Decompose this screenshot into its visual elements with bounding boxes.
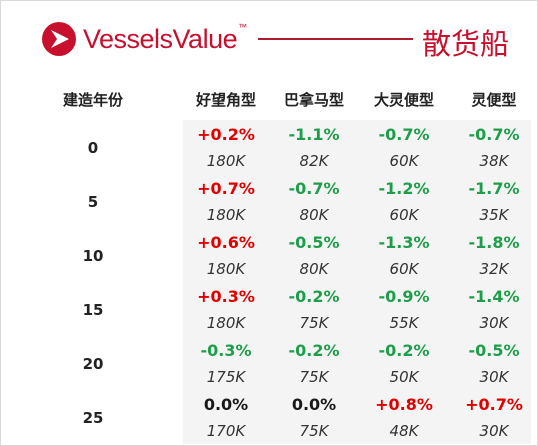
vessel-value-cell: 48K [389,422,419,440]
vessel-value-cell: 175K [206,368,246,386]
vessel-value-cell: 80K [299,206,329,224]
value-change-cell: -1.8% [468,233,520,252]
value-change-cell: +0.7% [465,395,523,414]
value-change-cell: -0.5% [288,233,340,252]
vessel-value-cell: 60K [389,260,419,278]
build-year-label: 15 [82,301,104,319]
value-change-cell: -0.9% [378,287,430,306]
vessel-value-cell: 38K [479,152,509,170]
table-body-shade [183,120,531,444]
value-change-cell: +0.8% [375,395,433,414]
vessel-value-cell: 60K [389,206,419,224]
value-change-cell: 0.0% [203,395,249,414]
value-change-cell: -0.2% [288,341,340,360]
vessel-value-cell: 75K [299,422,329,440]
vessel-value-cell: 50K [389,368,419,386]
value-change-cell: -1.7% [468,179,520,198]
vessel-value-cell: 30K [479,368,509,386]
vessel-value-cell: 32K [479,260,509,278]
value-change-cell: -0.3% [200,341,252,360]
vessel-value-cell: 170K [206,422,246,440]
value-change-cell: -1.3% [378,233,430,252]
value-change-cell: -1.2% [378,179,430,198]
value-change-cell: +0.2% [197,125,255,144]
header: VesselsValue™ 散货船 [41,19,521,61]
value-change-cell: 0.0% [291,395,337,414]
build-year-label: 0 [87,139,99,157]
vessel-value-cell: 75K [299,368,329,386]
vessel-value-cell: 82K [299,152,329,170]
vessel-value-cell: 30K [479,422,509,440]
build-year-label: 25 [82,409,104,427]
vessel-value-cell: 60K [389,152,419,170]
vessel-value-cell: 180K [206,314,246,332]
logo-wordmark: VesselsValue™ [83,22,247,54]
column-header: 大灵便型 [373,91,434,109]
column-header: 好望角型 [195,91,256,109]
value-change-cell: -0.7% [288,179,340,198]
build-year-label: 10 [82,247,104,265]
value-change-cell: +0.6% [197,233,255,252]
vesselsvalue-logo-icon [42,22,76,56]
column-header: 巴拿马型 [283,91,344,109]
value-change-cell: -0.2% [288,287,340,306]
build-year-label: 20 [82,355,104,373]
vessel-value-cell: 75K [299,314,329,332]
vessel-value-cell: 180K [206,206,246,224]
value-change-cell: -0.5% [468,341,520,360]
header-rule [258,38,413,40]
vessel-value-cell: 35K [479,206,509,224]
build-year-label: 5 [87,193,99,211]
value-change-cell: +0.3% [197,287,255,306]
vessel-value-cell: 80K [299,260,329,278]
value-change-cell: -1.4% [468,287,520,306]
page-title: 散货船 [422,27,510,61]
row-header-label: 建造年份 [62,91,123,109]
vessel-value-cell: 180K [206,260,246,278]
value-change-cell: -0.2% [378,341,430,360]
value-change-cell: -0.7% [378,125,430,144]
vessel-value-cell: 55K [389,314,419,332]
vessel-value-cell: 30K [479,314,509,332]
column-header: 灵便型 [471,91,517,109]
value-change-cell: +0.7% [197,179,255,198]
value-change-cell: -0.7% [468,125,520,144]
value-change-cell: -1.1% [288,125,340,144]
vessel-value-cell: 180K [206,152,246,170]
